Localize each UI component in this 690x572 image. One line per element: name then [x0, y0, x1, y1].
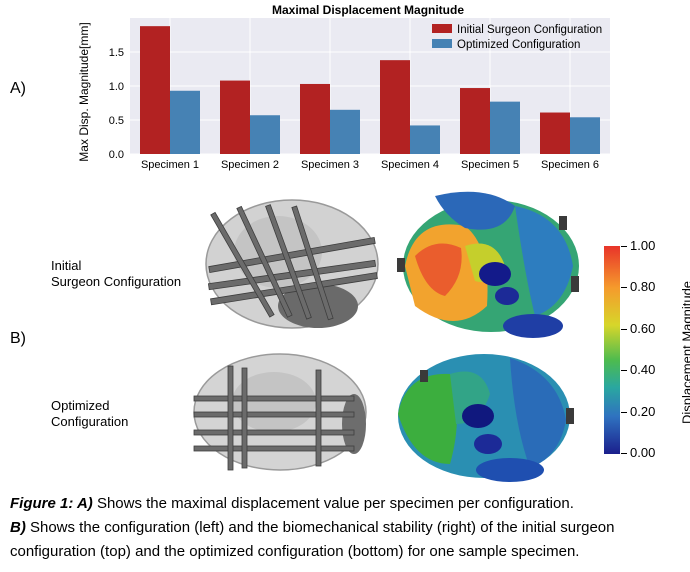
- caption-label-a: Figure 1: A): [10, 495, 93, 512]
- x-tick-label: Specimen 3: [301, 159, 359, 171]
- caption-label-b: B): [10, 519, 26, 536]
- bar-optimized: [170, 90, 200, 154]
- optimized-displacement-render: [398, 354, 574, 482]
- row-label-initial-line2: Surgeon Configuration: [51, 274, 182, 289]
- colorbar-tick-label: 0.80: [630, 279, 656, 294]
- initial-configuration-render: [205, 199, 379, 329]
- bar-initial: [460, 88, 490, 154]
- row-label-optimized-line1: Optimized: [51, 398, 110, 413]
- row-label-initial-line1: Initial: [51, 258, 82, 273]
- bar-optimized: [330, 109, 360, 154]
- initial-displacement-render: [397, 191, 579, 338]
- bar-initial: [140, 26, 170, 154]
- bar-optimized: [250, 115, 280, 154]
- bar-initial: [300, 83, 330, 154]
- y-tick-label: 0.5: [109, 115, 124, 127]
- colorbar-tick-label: 0.20: [630, 404, 656, 419]
- colorbar-tick: [621, 329, 627, 330]
- caption-text-a: Shows the maximal displacement value per…: [92, 495, 574, 512]
- row-label-optimized-line2: Configuration: [51, 414, 129, 429]
- panel-a-label: A): [10, 80, 26, 97]
- y-tick-label: 1.0: [109, 81, 124, 93]
- legend: Initial Surgeon Configuration Optimized …: [432, 24, 602, 51]
- colorbar: [604, 246, 620, 454]
- y-tick-label: 1.5: [109, 47, 124, 59]
- colorbar-tick: [621, 287, 627, 288]
- panel-b-label: B): [10, 330, 26, 347]
- optimized-configuration-render: [193, 353, 367, 471]
- colorbar-tick-label: 0.40: [630, 362, 656, 377]
- bar-initial: [380, 60, 410, 154]
- x-tick-label: Specimen 1: [141, 159, 199, 171]
- bar-optimized: [490, 101, 520, 154]
- row-label-initial: Initial Surgeon Configuration: [51, 258, 181, 290]
- x-tick-label: Specimen 5: [461, 159, 519, 171]
- colorbar-tick: [621, 246, 627, 247]
- caption-line-b: B) Shows the configuration (left) and th…: [10, 516, 682, 564]
- legend-swatch-optimized: [432, 39, 452, 48]
- x-tick-label: Specimen 2: [221, 159, 279, 171]
- x-tick-label: Specimen 6: [541, 159, 599, 171]
- legend-label-initial: Initial Surgeon Configuration: [457, 24, 602, 36]
- bar-optimized: [410, 125, 440, 154]
- bar-initial: [220, 80, 250, 154]
- colorbar-tick-label: 0.60: [630, 321, 656, 336]
- figure-caption: Figure 1: A) Shows the maximal displacem…: [10, 492, 682, 564]
- colorbar-tick: [621, 412, 627, 413]
- row-label-optimized: Optimized Configuration: [51, 398, 128, 430]
- legend-swatch-initial: [432, 24, 452, 33]
- bar-initial: [540, 112, 570, 154]
- colorbar-title: Displacement Magnitude: [679, 280, 690, 425]
- chart-title: Maximal Displacement Magnitude: [272, 3, 464, 17]
- colorbar-tick-label: 1.00: [630, 238, 656, 253]
- caption-text-b: Shows the configuration (left) and the b…: [10, 519, 615, 560]
- bar-chart: 0.0 0.5 1.0 1.5 Specimen 1 Specimen 2 Specime…: [77, 3, 610, 171]
- colorbar-tick: [621, 453, 627, 454]
- colorbar-tick: [621, 370, 627, 371]
- x-tick-label: Specimen 4: [381, 159, 439, 171]
- caption-line-a: Figure 1: A) Shows the maximal displacem…: [10, 492, 682, 516]
- colorbar-tick-label: 0.00: [630, 445, 656, 460]
- y-axis-label: Max Disp. Magnitude[mm]: [77, 22, 91, 161]
- legend-label-optimized: Optimized Configuration: [457, 39, 580, 51]
- y-tick-label: 0.0: [109, 149, 124, 161]
- bar-optimized: [570, 117, 600, 154]
